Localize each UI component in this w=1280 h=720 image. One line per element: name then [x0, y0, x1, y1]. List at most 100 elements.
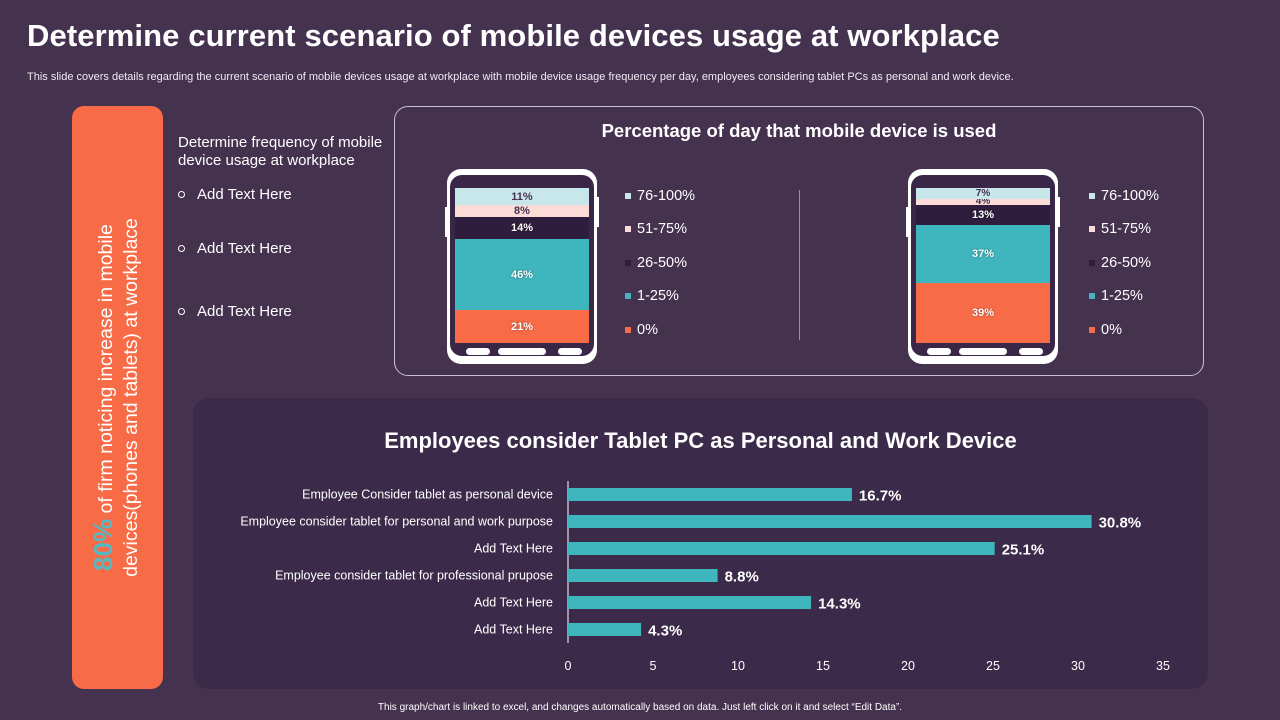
- legend-swatch: [1089, 326, 1095, 333]
- chart-divider: [799, 190, 800, 340]
- legend-swatch: [625, 192, 631, 199]
- highlight-line1: of firm noticing increase in mobile: [95, 224, 117, 519]
- stack-segment-76-100: 7%: [916, 188, 1050, 199]
- highlight-rotated: 80% of firm noticing increase in mobile …: [72, 106, 163, 689]
- phone-screen: 39% 37% 13% 4% 7%: [911, 175, 1055, 356]
- stack-segment-26-50: 13%: [916, 205, 1050, 226]
- x-tick-label: 30: [1071, 659, 1085, 673]
- legend-swatch: [1089, 226, 1095, 233]
- frequency-item: Add Text Here: [178, 240, 292, 257]
- legend-label: 51-75%: [1101, 221, 1151, 238]
- usage-chart-title: Percentage of day that mobile device is …: [601, 120, 997, 141]
- usage-legend-1: 76-100% 51-75% 26-50% 1-25% 0%: [625, 179, 695, 347]
- bullet-circle-icon: [178, 191, 185, 198]
- stack-segment-51-75: 4%: [916, 196, 1050, 208]
- legend-label: 0%: [1101, 321, 1122, 338]
- segment-label: 37%: [971, 247, 995, 260]
- x-tick-label: 15: [816, 659, 830, 673]
- segment-label: 39%: [971, 306, 995, 319]
- legend-swatch: [625, 226, 631, 233]
- legend-label: 51-75%: [637, 221, 687, 238]
- page-subtitle: This slide covers details regarding the …: [27, 71, 1014, 83]
- bullet-circle-icon: [178, 308, 185, 315]
- frequency-item: Add Text Here: [178, 186, 292, 203]
- phone-nav-pill: [959, 348, 1007, 355]
- x-tick-label: 0: [565, 659, 572, 673]
- category-label: Add Text Here: [474, 623, 553, 637]
- frequency-item-text: Add Text Here: [197, 303, 292, 320]
- segment-label: 21%: [510, 320, 534, 333]
- bar: [568, 542, 995, 555]
- legend-item: 76-100%: [1089, 179, 1159, 213]
- category-label: Employee consider tablet for professiona…: [275, 569, 553, 583]
- legend-item: 26-50%: [625, 246, 695, 280]
- page-title: Determine current scenario of mobile dev…: [27, 18, 1000, 53]
- bar: [568, 515, 1092, 528]
- frequency-title: Determine frequency of mobile device usa…: [178, 134, 383, 169]
- frequency-item: Add Text Here: [178, 303, 292, 320]
- segment-label: 14%: [510, 222, 534, 235]
- bar: [568, 569, 718, 582]
- x-tick-label: 25: [986, 659, 1000, 673]
- segment-label: 13%: [971, 209, 995, 222]
- stack-segment-51-75: 8%: [455, 205, 589, 218]
- legend-label: 26-50%: [1101, 254, 1151, 271]
- data-label: 25.1%: [1002, 542, 1045, 559]
- x-tick-label: 5: [650, 659, 657, 673]
- category-label: Employee consider tablet for personal an…: [240, 515, 553, 529]
- phone-nav-pill: [466, 348, 490, 355]
- legend-label: 26-50%: [637, 254, 687, 271]
- legend-item: 0%: [1089, 313, 1159, 347]
- stack-segment-1-25: 46%: [455, 239, 589, 311]
- data-label: 30.8%: [1099, 515, 1142, 532]
- legend-item: 51-75%: [625, 213, 695, 247]
- segment-label: 11%: [511, 190, 533, 203]
- tablet-chart-title: Employees consider Tablet PC as Personal…: [384, 428, 1017, 453]
- phone-nav-pill: [927, 348, 951, 355]
- legend-swatch: [625, 293, 631, 300]
- legend-item: 51-75%: [1089, 213, 1159, 247]
- category-label: Employee Consider tablet as personal dev…: [302, 488, 553, 502]
- phone-side-button: [445, 207, 450, 237]
- segment-label: 4%: [975, 196, 991, 208]
- frequency-item-text: Add Text Here: [197, 240, 292, 257]
- x-tick-label: 20: [901, 659, 915, 673]
- highlight-panel: 80% of firm noticing increase in mobile …: [72, 106, 163, 689]
- segment-label: 46%: [510, 268, 534, 281]
- phone-side-button: [1055, 197, 1060, 227]
- stack-segment-76-100: 11%: [455, 188, 589, 206]
- legend-item: 76-100%: [625, 179, 695, 213]
- legend-item: 1-25%: [625, 280, 695, 314]
- stack-segment-26-50: 14%: [455, 217, 589, 240]
- x-tick-label: 10: [731, 659, 745, 673]
- phone-chart-device-1: 21% 46% 14% 8% 11%: [445, 169, 599, 364]
- legend-label: 1-25%: [1101, 288, 1143, 305]
- phone-nav-pill: [498, 348, 546, 355]
- highlight-percent: 80%: [88, 518, 118, 571]
- bullet-circle-icon: [178, 245, 185, 252]
- legend-label: 76-100%: [1101, 187, 1160, 204]
- phone-nav-pill: [558, 348, 582, 355]
- segment-label: 7%: [975, 187, 991, 199]
- legend-swatch: [625, 326, 631, 333]
- phone-nav-pill: [1019, 348, 1043, 355]
- legend-swatch: [1089, 293, 1095, 300]
- highlight-text: 80% of firm noticing increase in mobile …: [88, 218, 144, 577]
- phone-side-button: [906, 207, 911, 237]
- x-tick-label: 35: [1156, 659, 1170, 673]
- usage-legend-2: 76-100% 51-75% 26-50% 1-25% 0%: [1089, 179, 1159, 347]
- phone-side-button: [594, 197, 599, 227]
- category-label: Add Text Here: [474, 542, 553, 556]
- legend-item: 26-50%: [1089, 246, 1159, 280]
- legend-swatch: [625, 259, 631, 266]
- usage-chart-frame: [394, 106, 1204, 376]
- legend-label: 0%: [637, 321, 658, 338]
- bar: [568, 623, 642, 636]
- data-label: 14.3%: [818, 596, 861, 613]
- data-label: 16.7%: [859, 488, 902, 505]
- data-label: 4.3%: [648, 623, 682, 640]
- segment-label: 8%: [514, 205, 530, 218]
- legend-item: 0%: [625, 313, 695, 347]
- frequency-item-text: Add Text Here: [197, 186, 292, 203]
- legend-label: 76-100%: [637, 187, 696, 204]
